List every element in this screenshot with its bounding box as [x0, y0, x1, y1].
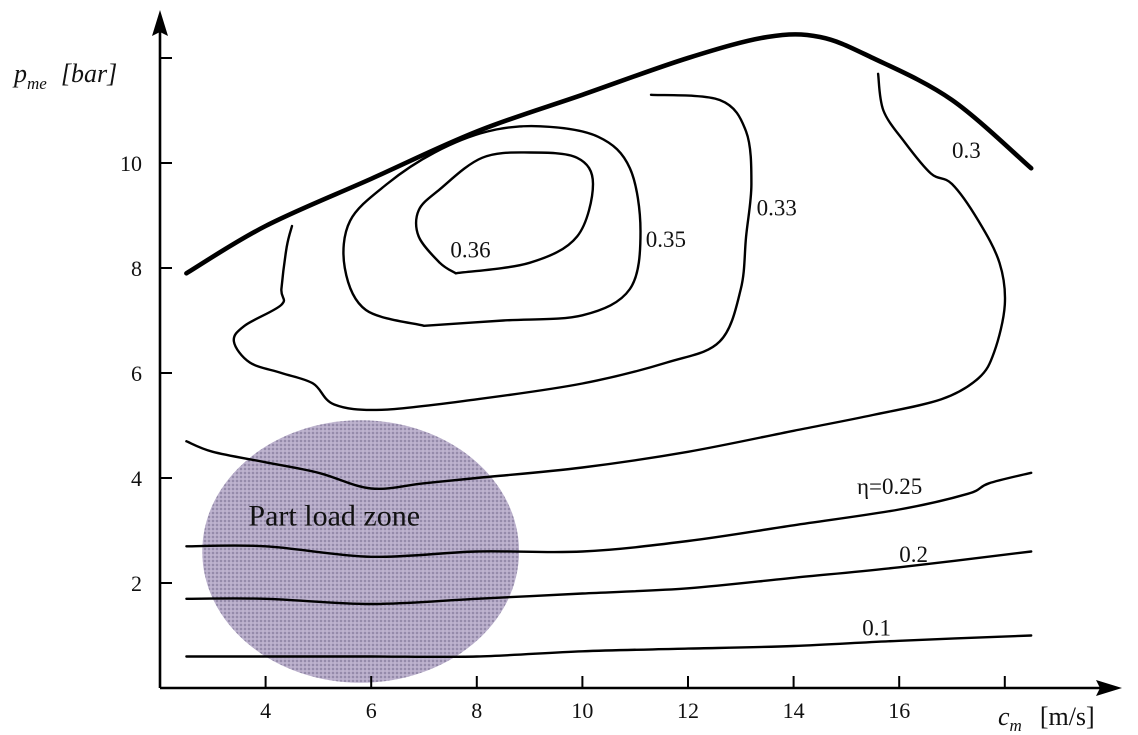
- ticks: 4 6 8 10 12 14 16 2 4 6 8 10: [120, 57, 1006, 723]
- axes: [152, 10, 1122, 696]
- y-tick-label-8: 8: [131, 256, 142, 281]
- y-tick-label-10: 10: [120, 151, 142, 176]
- x-axis-title: cm [m/s]: [998, 702, 1095, 735]
- part-load-zone-label: Part load zone: [248, 499, 420, 532]
- contour-eta-035: [342, 124, 642, 327]
- contour-label-eta-036: 0.36: [450, 238, 490, 263]
- x-tick-label-8: 8: [471, 698, 482, 723]
- y-axis-unit: [bar]: [61, 59, 117, 88]
- y-axis-arrow: [152, 10, 168, 36]
- contour-label-eta-035: 0.35: [646, 227, 686, 252]
- x-tick-label-16: 16: [888, 698, 910, 723]
- x-tick-label-6: 6: [366, 698, 377, 723]
- y-tick-label-6: 6: [131, 361, 142, 386]
- contour-label-eta-033: 0.33: [757, 196, 797, 221]
- contour-eta-033: [232, 93, 753, 412]
- x-tick-label-14: 14: [783, 698, 805, 723]
- contour-eta-010: [185, 634, 1033, 659]
- x-axis-subscript: m: [1010, 716, 1022, 735]
- contour-eta-020: [185, 550, 1033, 606]
- x-tick-label-12: 12: [677, 698, 699, 723]
- contour-label-eta-020: 0.2: [899, 542, 928, 567]
- y-axis-symbol: p: [12, 59, 27, 88]
- x-tick-label-4: 4: [260, 698, 271, 723]
- contour-eta-025: [185, 471, 1033, 559]
- y-axis-subscript: me: [27, 74, 47, 93]
- contour-eta-036: [414, 151, 595, 275]
- x-axis-unit: [m/s]: [1040, 702, 1095, 731]
- contour-label-eta-030: 0.3: [952, 138, 981, 163]
- x-axis-symbol: c: [998, 702, 1010, 731]
- y-tick-label-4: 4: [131, 466, 142, 491]
- contour-lines: [184, 32, 1034, 659]
- y-axis-title: pme [bar]: [12, 59, 117, 93]
- x-axis-arrow: [1096, 680, 1122, 696]
- part-load-zone: [202, 420, 520, 683]
- x-tick-label-10: 10: [571, 698, 593, 723]
- y-tick-label-2: 2: [131, 571, 142, 596]
- contour-full-load: [184, 32, 1034, 276]
- contour-labels: 0.36 0.35 0.33 0.3 η=0.25 0.2 0.1: [450, 138, 980, 641]
- contour-label-eta-025: η=0.25: [857, 474, 922, 499]
- contour-label-eta-010: 0.1: [862, 616, 891, 641]
- contour-eta-030: [185, 72, 1007, 491]
